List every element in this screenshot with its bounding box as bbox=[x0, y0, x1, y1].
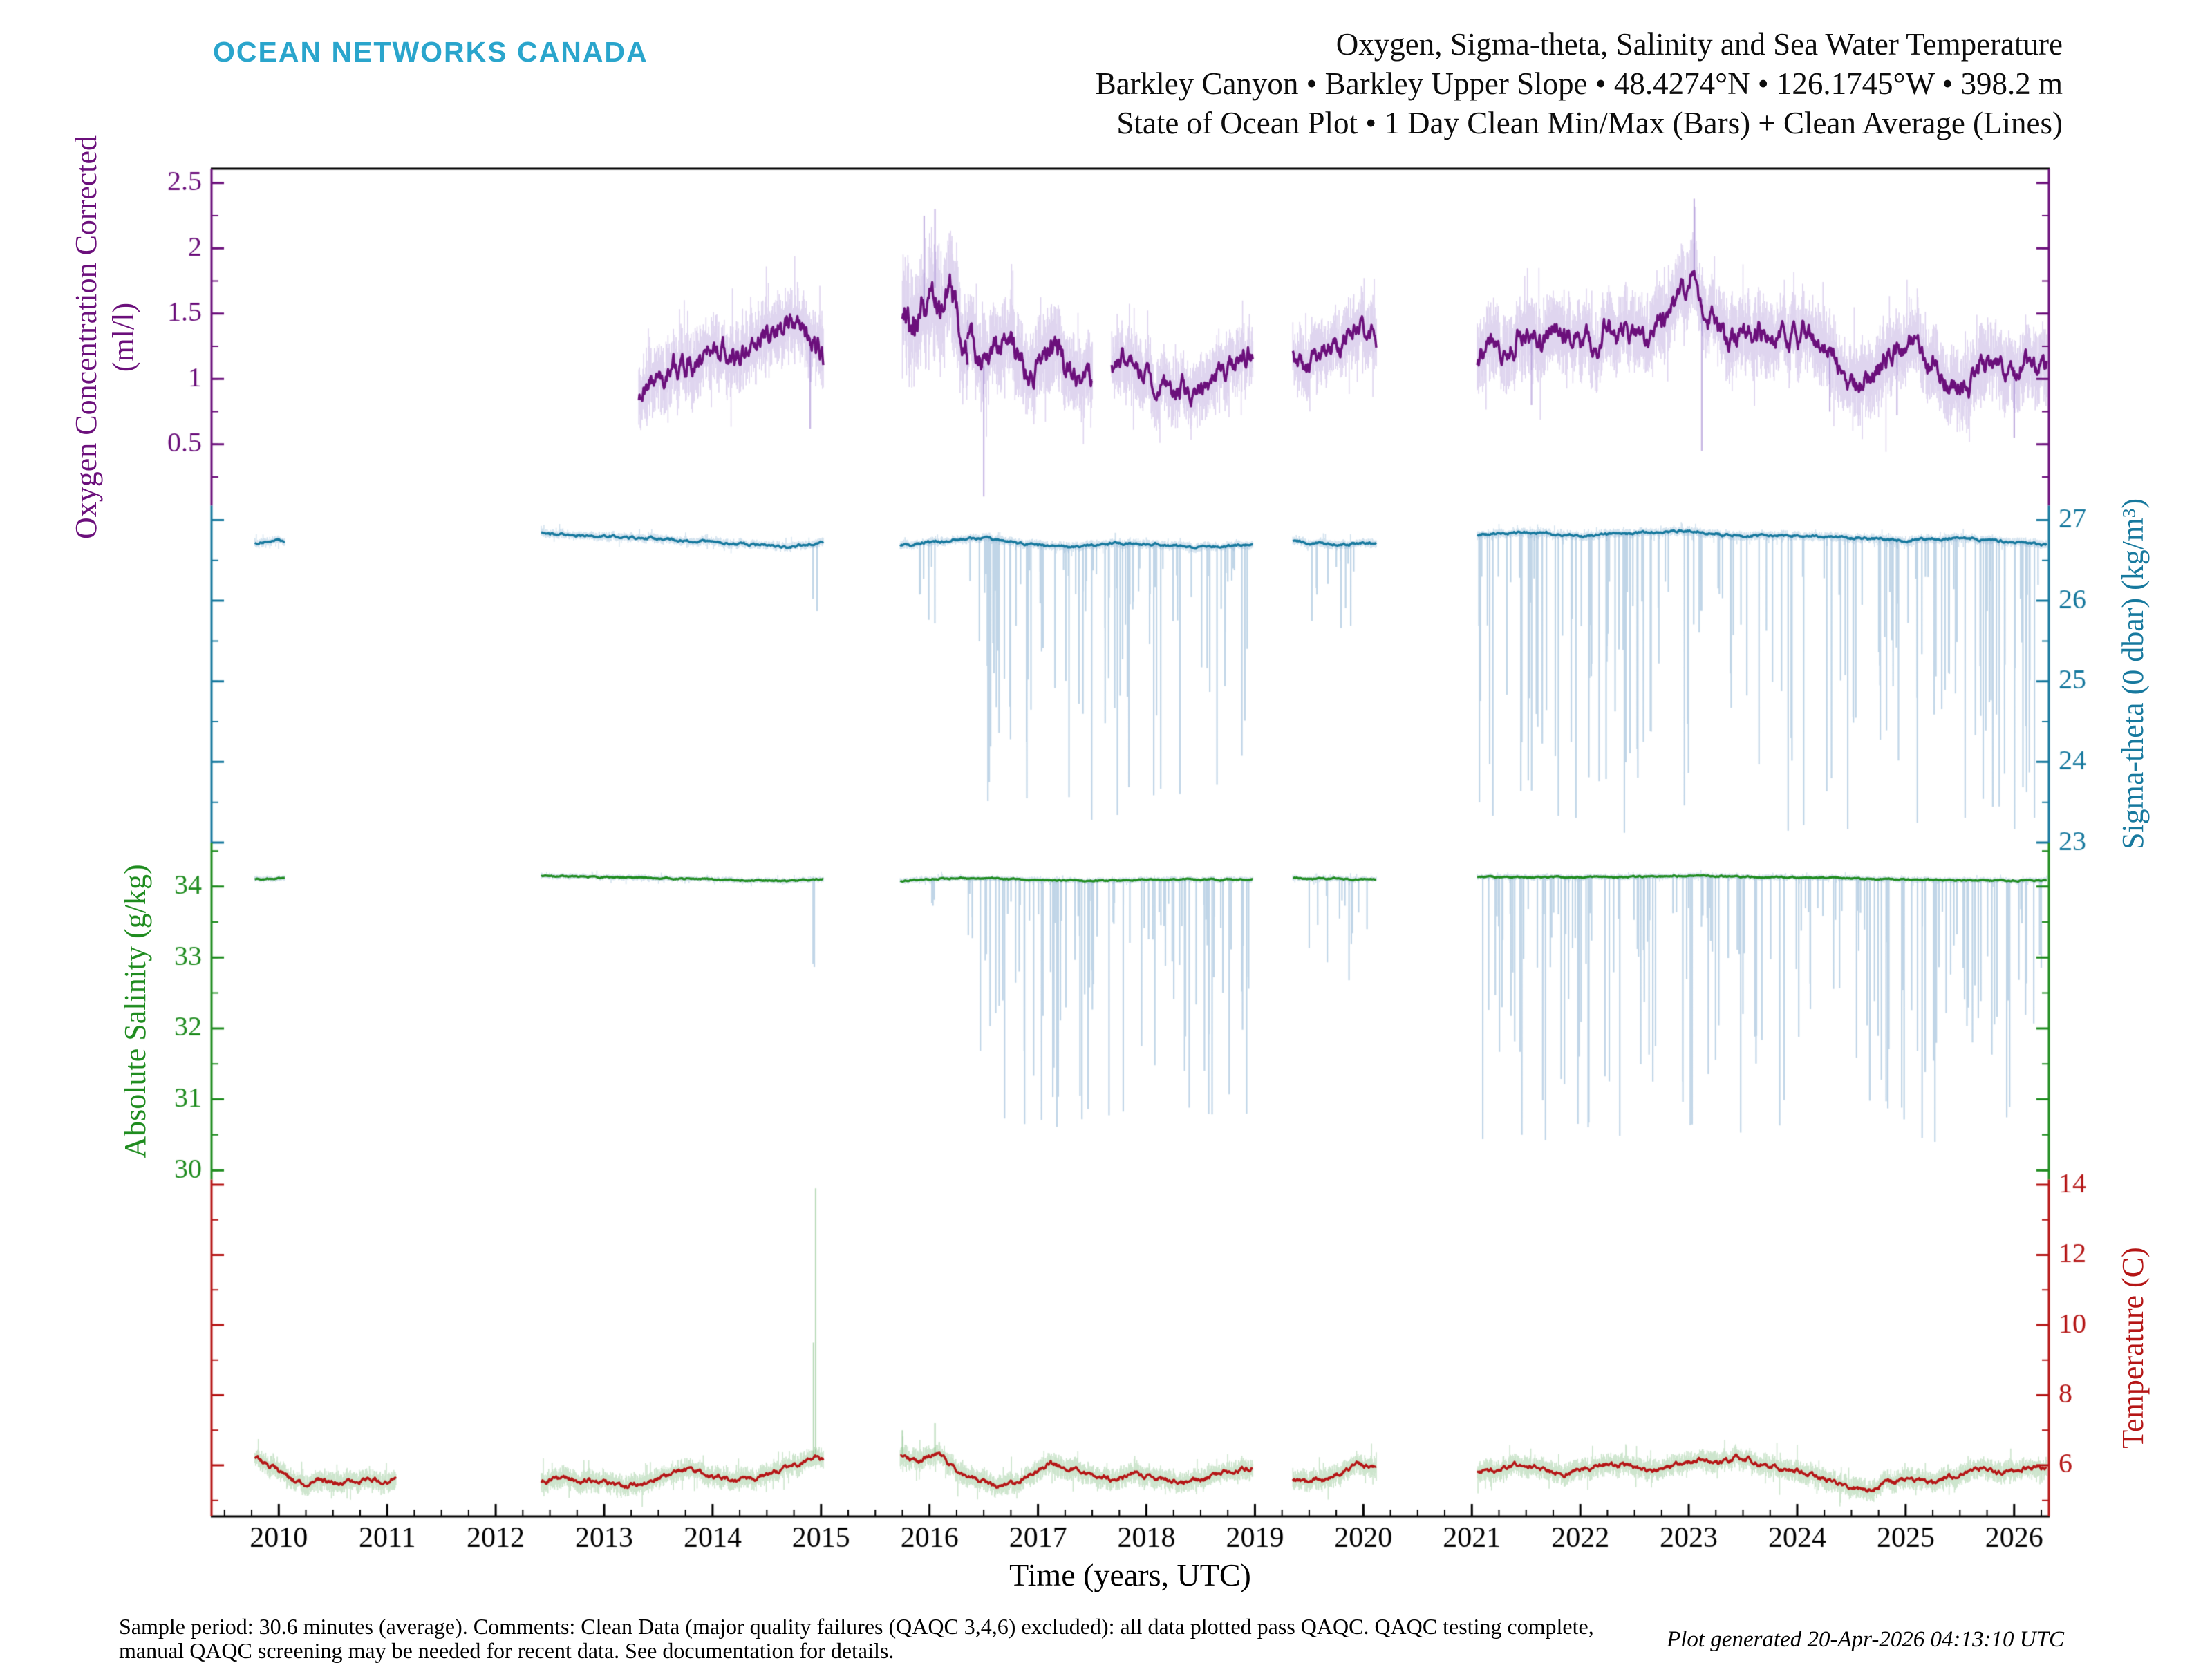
axis-title-temperature: Temperature (C) bbox=[2116, 1247, 2150, 1449]
axis-title-salinity: Absolute Salinity (g/kg) bbox=[118, 864, 152, 1158]
axis-title-oxygen-line2: (ml/l) bbox=[106, 302, 140, 373]
footer-comments-line1: Sample period: 30.6 minutes (average). C… bbox=[119, 1614, 1594, 1639]
axis-title-oxygen: Oxygen Concentration Corrected (ml/l) bbox=[68, 135, 142, 539]
footer-comments-line2: manual QAQC screening may be needed for … bbox=[119, 1638, 894, 1663]
axis-title-sigma-theta: Sigma-theta (0 dbar) (kg/m³) bbox=[2116, 498, 2150, 850]
axis-title-oxygen-line1: Oxygen Concentration Corrected bbox=[69, 135, 103, 540]
plot-generated-timestamp: Plot generated 20-Apr-2026 04:13:10 UTC bbox=[1667, 1627, 2064, 1652]
x-axis-title: Time (years, UTC) bbox=[1009, 1557, 1251, 1592]
footer-comments: Sample period: 30.6 minutes (average). C… bbox=[119, 1615, 1594, 1663]
